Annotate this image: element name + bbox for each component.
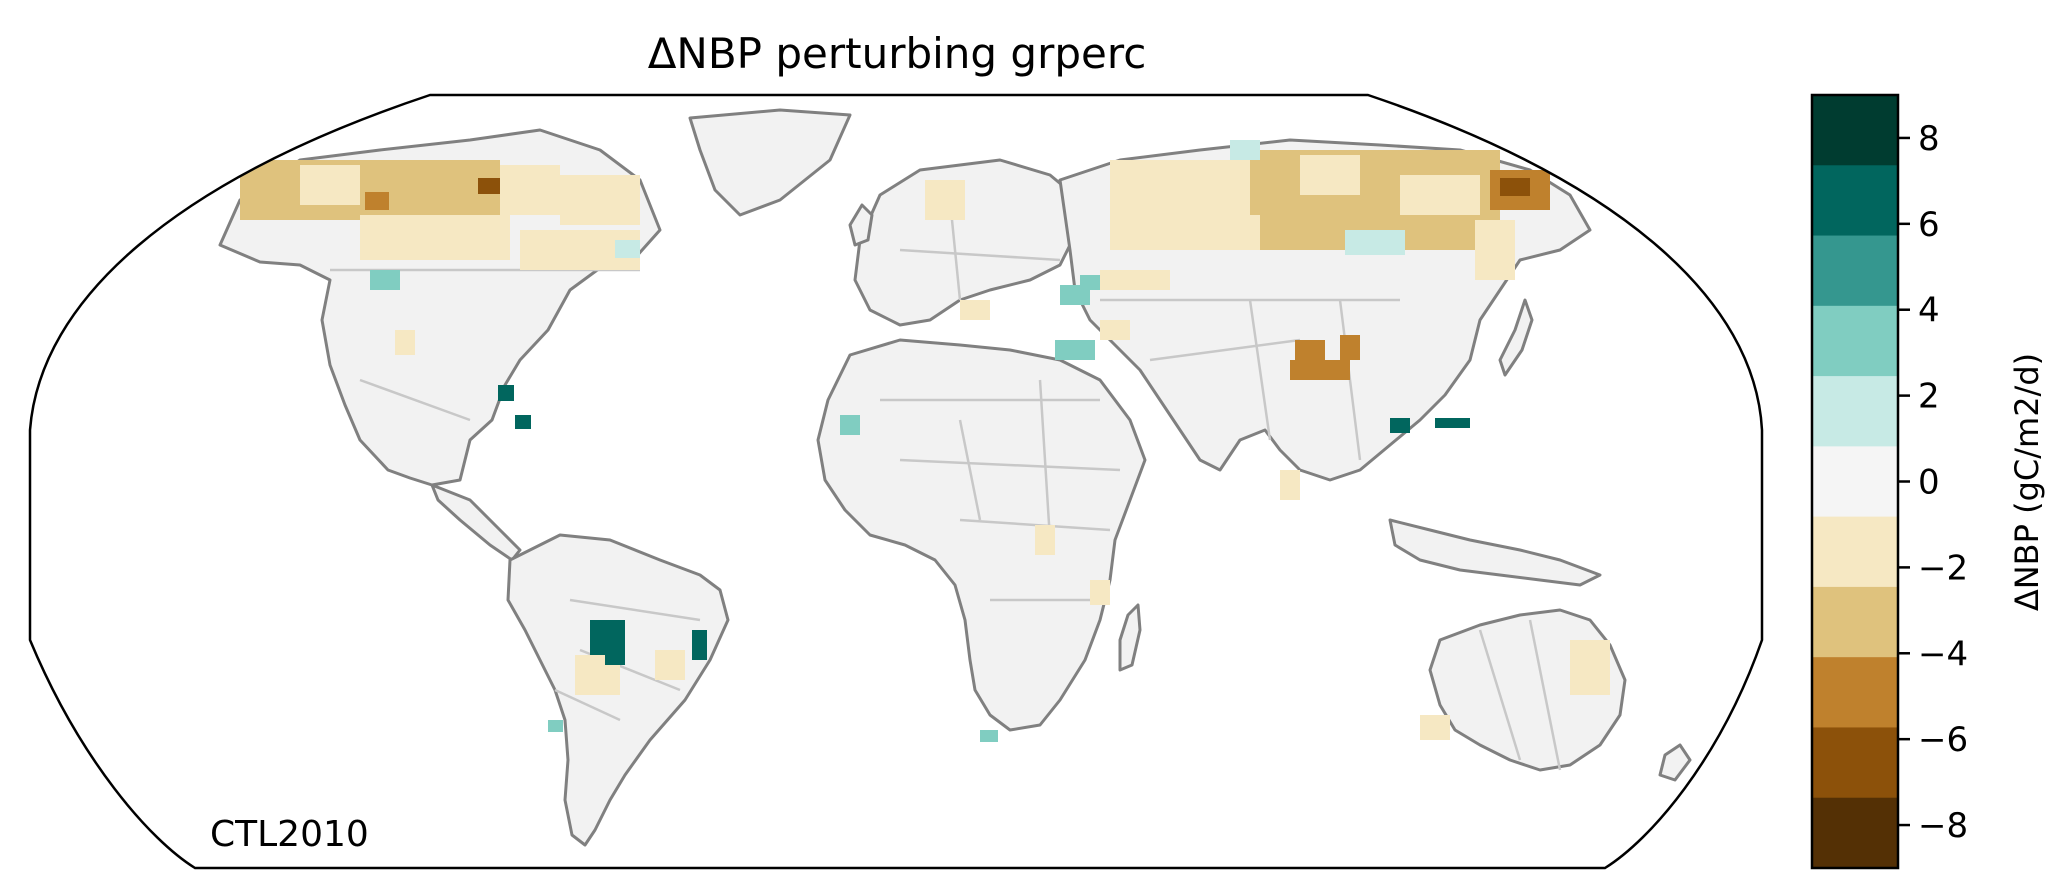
madagascar [1118, 603, 1142, 672]
map-outline [28, 93, 1764, 870]
colorbar-bin [1812, 657, 1898, 728]
colorbar-tick-label: −6 [1918, 720, 1968, 760]
colorbar-bin [1812, 165, 1898, 237]
greenland [688, 108, 852, 217]
japan [1498, 298, 1534, 377]
new-zealand [1658, 743, 1692, 782]
colorbar-bin [1812, 235, 1898, 307]
colorbar-tick-label: 8 [1918, 119, 1940, 159]
colorbar-tick-label: −4 [1918, 634, 1968, 674]
colorbar-tick-label: 2 [1918, 377, 1940, 417]
uk [848, 203, 874, 247]
colorbar-bin [1812, 305, 1898, 377]
colorbar-ticks: 8 6 4 2 0 −2 −4 −6 −8 [1898, 119, 1968, 846]
colorbar: 8 6 4 2 0 −2 −4 −6 −8 ΔNBP (gC/m2/d) [1810, 93, 2046, 870]
data-cells-positive [370, 140, 1470, 742]
colorbar-bins [1812, 95, 1898, 869]
colorbar-bin [1812, 516, 1898, 588]
colorbar-bin [1812, 727, 1898, 799]
colorbar-bin [1812, 95, 1898, 166]
colorbar-tick-label: −2 [1918, 548, 1968, 588]
colorbar-tick-label: −8 [1918, 806, 1968, 846]
map-title: ΔNBP perturbing grperc [648, 29, 1147, 78]
colorbar-bin [1812, 446, 1898, 518]
africa [816, 338, 1147, 732]
europe [853, 158, 1082, 327]
map-panel: CTL2010 [28, 93, 1764, 870]
colorbar-tick-label: 0 [1918, 463, 1940, 503]
colorbar-tick-label: 4 [1918, 291, 1940, 331]
indonesia [1388, 518, 1602, 587]
colorbar-label: ΔNBP (gC/m2/d) [2008, 353, 2046, 611]
data-cells-negative [240, 150, 1610, 740]
colorbar-bin [1812, 586, 1898, 658]
colorbar-bin [1812, 797, 1898, 869]
colorbar-tick-label: 6 [1918, 205, 1940, 245]
colorbar-bin [1812, 376, 1898, 447]
run-label: CTL2010 [210, 814, 369, 855]
